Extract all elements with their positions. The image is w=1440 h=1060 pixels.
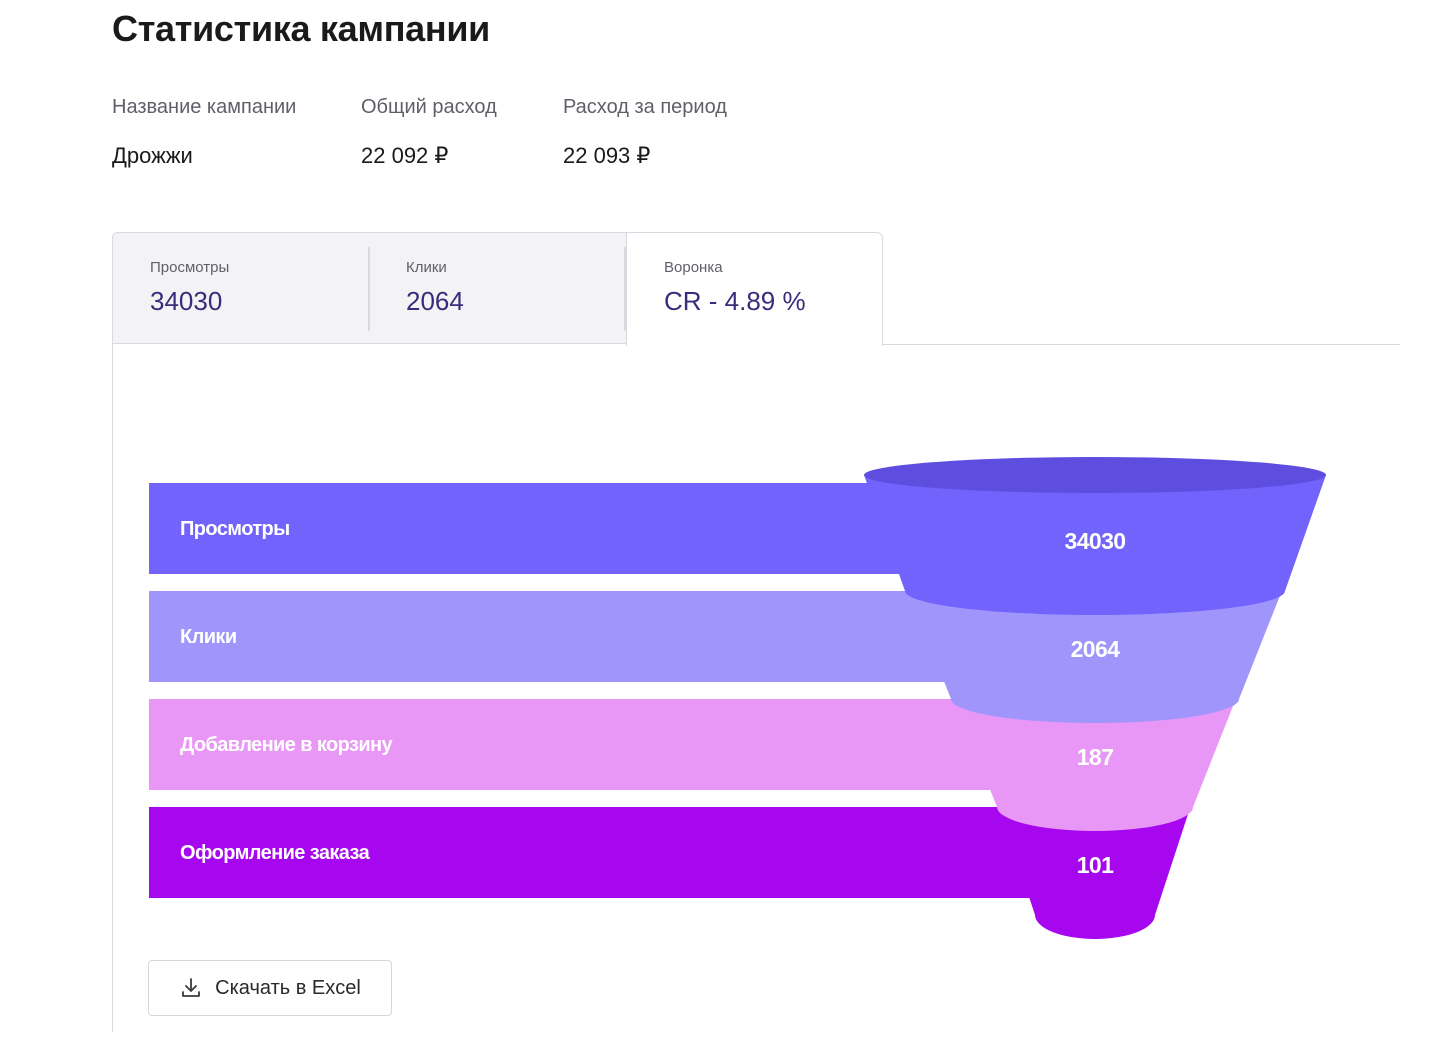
stats-card: Просмотры 34030 Клики 2064 Воронка CR - … bbox=[112, 232, 1400, 1032]
total-spend-block: Общий расход 22 092 ₽ bbox=[361, 96, 497, 169]
tab-clicks[interactable]: Клики 2064 bbox=[369, 233, 625, 345]
download-excel-label: Скачать в Excel bbox=[215, 976, 361, 999]
page-title: Статистика кампании bbox=[112, 8, 490, 49]
funnel-value-label: 2064 bbox=[1071, 636, 1121, 662]
funnel-segment-top bbox=[864, 457, 1326, 493]
tabs-underline bbox=[882, 344, 1400, 345]
period-spend-value: 22 093 ₽ bbox=[563, 143, 651, 168]
funnel-bar-label: Просмотры bbox=[180, 518, 290, 540]
funnel-segment bbox=[864, 475, 1326, 615]
campaign-name-block: Название кампании Дрожжи bbox=[112, 96, 296, 169]
tab-funnel[interactable]: Воронка CR - 4.89 % bbox=[626, 232, 883, 346]
funnel-bar-label: Оформление заказа bbox=[180, 842, 371, 864]
tab-funnel-label: Воронка bbox=[664, 259, 723, 276]
period-spend-block: Расход за период 22 093 ₽ bbox=[563, 96, 727, 169]
tabs-bar: Просмотры 34030 Клики 2064 Воронка CR - … bbox=[112, 232, 883, 346]
tab-views-value: 34030 bbox=[150, 286, 223, 316]
campaign-name-value: Дрожжи bbox=[112, 143, 193, 168]
funnel-segment bbox=[951, 691, 1239, 831]
funnel-chart: Просмотры Клики Добавление в корзину Оформл… bbox=[149, 457, 1326, 939]
tab-divider bbox=[368, 247, 370, 331]
funnel-bar-label: Добавление в корзину bbox=[180, 734, 394, 756]
tab-clicks-value: 2064 bbox=[406, 286, 464, 316]
funnel-bar-label: Клики bbox=[180, 626, 237, 648]
funnel-value-label: 187 bbox=[1077, 744, 1114, 770]
card-left-border bbox=[112, 344, 113, 1032]
period-spend-label: Расход за период bbox=[563, 96, 727, 118]
funnel-bar bbox=[149, 807, 1095, 898]
funnel-bar bbox=[149, 699, 1095, 790]
tab-clicks-label: Клики bbox=[406, 259, 447, 276]
tab-funnel-value: CR - 4.89 % bbox=[664, 286, 806, 316]
funnel-segment bbox=[905, 583, 1285, 723]
funnel-value-label: 34030 bbox=[1065, 528, 1126, 554]
download-excel-button[interactable]: Скачать в Excel bbox=[148, 960, 392, 1016]
download-icon bbox=[182, 978, 201, 997]
total-spend-value: 22 092 ₽ bbox=[361, 143, 449, 168]
tab-views[interactable]: Просмотры 34030 bbox=[113, 233, 369, 345]
total-spend-label: Общий расход bbox=[361, 96, 497, 118]
funnel-segment bbox=[997, 799, 1193, 939]
funnel-value-label: 101 bbox=[1077, 852, 1114, 878]
tab-views-label: Просмотры bbox=[150, 259, 230, 276]
tab-divider bbox=[624, 247, 626, 331]
campaign-name-label: Название кампании bbox=[112, 96, 297, 118]
